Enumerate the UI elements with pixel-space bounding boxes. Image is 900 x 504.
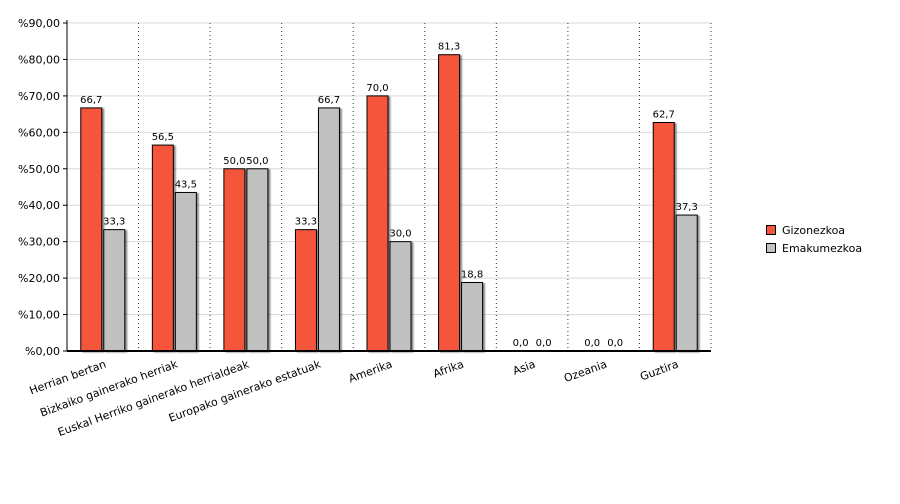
bar-emakumezkoa bbox=[675, 214, 698, 352]
y-tick-label: %10,00 bbox=[18, 309, 60, 322]
data-label: 30,0 bbox=[389, 229, 411, 240]
y-tick-label: %70,00 bbox=[18, 90, 60, 103]
legend-item-emakumezkoa: Emakumezkoa bbox=[766, 239, 862, 257]
y-tick-label: %0,00 bbox=[25, 345, 60, 358]
data-label: 0,0 bbox=[607, 338, 623, 349]
data-label: 0,0 bbox=[584, 338, 600, 349]
data-label: 62,7 bbox=[653, 109, 675, 120]
data-label: 43,5 bbox=[175, 179, 197, 190]
y-tick-label: %40,00 bbox=[18, 199, 60, 212]
legend: Gizonezkoa Emakumezkoa bbox=[766, 221, 862, 257]
legend-swatch-gizonezkoa bbox=[766, 225, 776, 235]
data-label: 81,3 bbox=[438, 42, 460, 53]
bar-gizonezkoa bbox=[294, 229, 317, 352]
x-tick-label: Afrika bbox=[432, 358, 466, 381]
y-tick-label: %20,00 bbox=[18, 272, 60, 285]
bar-emakumezkoa bbox=[246, 168, 269, 352]
data-label: 66,7 bbox=[318, 95, 340, 106]
y-tick-label: %50,00 bbox=[18, 163, 60, 176]
x-tick-label: Ozeania bbox=[562, 358, 608, 386]
data-label: 50,0 bbox=[223, 156, 245, 167]
y-tick-label: %80,00 bbox=[18, 53, 60, 66]
x-tick-label: Guztira bbox=[638, 358, 680, 384]
data-label: 70,0 bbox=[366, 83, 388, 94]
data-label: 33,3 bbox=[295, 217, 317, 228]
legend-label-emakumezkoa: Emakumezkoa bbox=[782, 241, 863, 255]
legend-item-gizonezkoa: Gizonezkoa bbox=[766, 221, 862, 239]
y-tick-label: %30,00 bbox=[18, 236, 60, 249]
bar-gizonezkoa bbox=[438, 54, 461, 352]
bar-emakumezkoa bbox=[389, 241, 412, 352]
data-label: 50,0 bbox=[246, 156, 268, 167]
bar-gizonezkoa bbox=[652, 121, 675, 352]
y-tick-label: %90,00 bbox=[18, 17, 60, 30]
legend-label-gizonezkoa: Gizonezkoa bbox=[782, 223, 846, 237]
bar-emakumezkoa bbox=[174, 191, 197, 352]
bar-gizonezkoa bbox=[223, 168, 246, 352]
x-tick-label: Amerika bbox=[347, 358, 394, 386]
data-label: 33,3 bbox=[103, 217, 125, 228]
bar-gizonezkoa bbox=[151, 144, 174, 352]
data-label: 0,0 bbox=[513, 338, 529, 349]
data-label: 66,7 bbox=[80, 95, 102, 106]
data-label: 18,8 bbox=[461, 269, 483, 280]
data-label: 37,3 bbox=[676, 202, 698, 213]
bar-emakumezkoa bbox=[461, 281, 484, 352]
bar-gizonezkoa bbox=[366, 95, 389, 352]
bar-emakumezkoa bbox=[317, 107, 340, 352]
x-tick-label: Asia bbox=[511, 358, 537, 378]
bar-gizonezkoa bbox=[80, 107, 103, 352]
legend-swatch-emakumezkoa bbox=[766, 243, 776, 253]
y-tick-label: %60,00 bbox=[18, 126, 60, 139]
bar-emakumezkoa bbox=[103, 229, 126, 352]
data-label: 56,5 bbox=[152, 132, 174, 143]
data-label: 0,0 bbox=[536, 338, 552, 349]
